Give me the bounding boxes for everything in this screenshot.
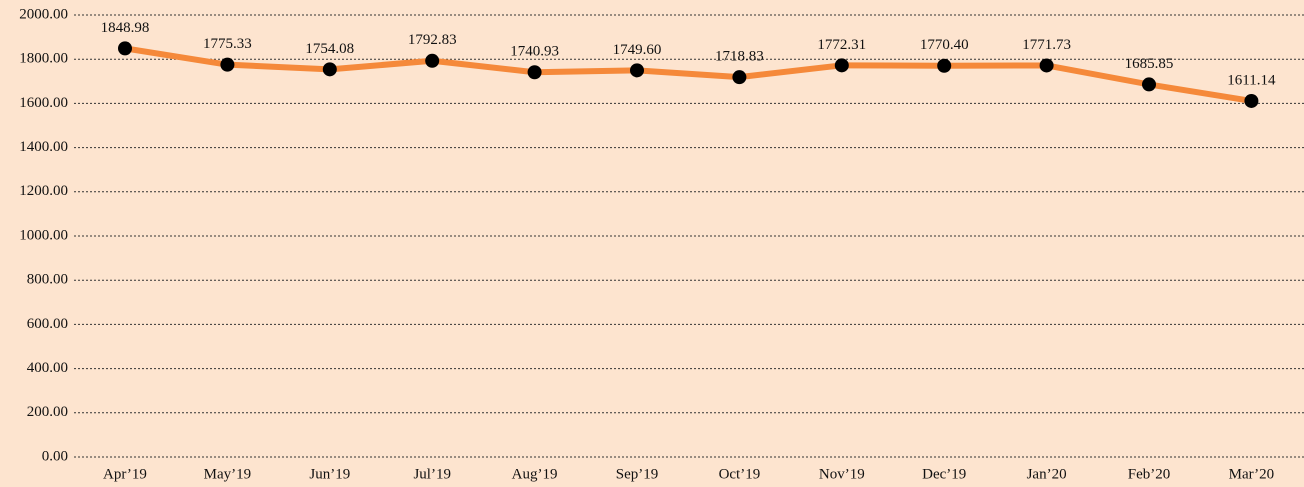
x-tick-label: Feb’20 (1128, 466, 1171, 482)
marker (1142, 77, 1156, 92)
marker (118, 41, 132, 56)
x-tick-label: Apr’19 (103, 466, 147, 482)
marker (834, 58, 849, 73)
y-tick-label: 2000.00 (19, 6, 68, 22)
x-tick-label: Jul’19 (413, 466, 451, 482)
data-label: 1848.98 (101, 20, 150, 36)
y-tick-label: 0.00 (42, 448, 68, 464)
marker (322, 62, 337, 77)
x-tick-label: Oct’19 (719, 466, 761, 482)
marker (630, 63, 644, 78)
x-tick-label: May’19 (204, 466, 252, 482)
marker (220, 57, 235, 72)
marker (425, 53, 440, 68)
data-label: 1792.83 (408, 32, 457, 48)
data-label: 1771.73 (1022, 37, 1071, 53)
y-tick-label: 1200.00 (19, 183, 68, 199)
y-tick-label: 200.00 (27, 404, 68, 420)
marker (732, 70, 747, 85)
x-tick-label: Aug’19 (512, 466, 558, 482)
line (124, 45, 1252, 104)
data-label: 1772.31 (817, 37, 866, 53)
data-label: 1611.14 (1227, 72, 1276, 88)
marker (1039, 58, 1054, 73)
x-tick-label: Dec’19 (922, 466, 966, 482)
x-tick-label: Nov’19 (819, 466, 865, 482)
marker (937, 58, 952, 73)
y-tick-label: 1800.00 (19, 51, 68, 67)
marker (1244, 93, 1259, 108)
x-tick-label: Mar’20 (1229, 466, 1275, 482)
data-label: 1749.60 (613, 42, 662, 58)
x-tick-label: Jan’20 (1027, 466, 1067, 482)
y-tick-label: 400.00 (27, 360, 68, 376)
data-label: 1754.08 (305, 41, 354, 57)
y-tick-label: 1600.00 (19, 95, 68, 111)
x-tick-label: Sep’19 (616, 466, 659, 482)
marker (527, 65, 542, 80)
data-label: 1770.40 (920, 37, 969, 53)
y-tick-label: 600.00 (27, 316, 68, 332)
data-label: 1775.33 (203, 36, 252, 52)
data-label: 1740.93 (510, 44, 559, 60)
y-tick-label: 1400.00 (19, 139, 68, 155)
data-label: 1685.85 (1125, 56, 1174, 72)
x-tick-label: Jun’19 (309, 466, 350, 482)
y-tick-label: 800.00 (27, 272, 68, 288)
y-tick-label: 1000.00 (19, 227, 68, 243)
data-label: 1718.83 (715, 49, 764, 65)
